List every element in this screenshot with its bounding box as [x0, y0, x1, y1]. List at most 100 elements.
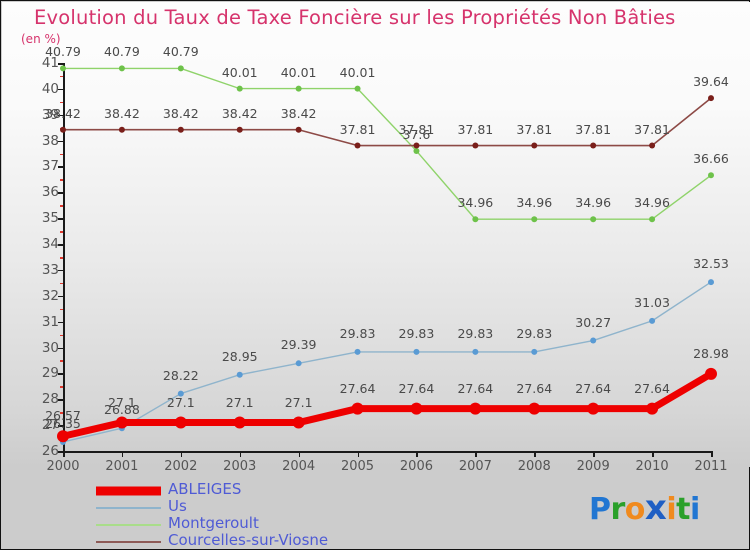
x-tick	[593, 451, 595, 457]
y-tick-minor	[59, 205, 63, 207]
data-point[interactable]	[587, 402, 600, 415]
x-tick-label: 2000	[46, 459, 80, 474]
y-tick	[58, 63, 63, 65]
data-point[interactable]	[118, 126, 125, 133]
y-tick-label: 26	[41, 443, 59, 459]
y-tick-minor	[59, 386, 63, 388]
y-tick-label: 33	[41, 261, 59, 278]
legend-swatch	[96, 540, 161, 543]
logo-letter: i	[666, 492, 677, 527]
x-tick	[652, 451, 654, 457]
y-tick	[58, 295, 63, 298]
data-point[interactable]	[531, 142, 538, 149]
y-tick-minor	[59, 179, 63, 181]
series-canvas	[57, 65, 717, 445]
data-point[interactable]	[531, 348, 538, 355]
data-point[interactable]	[413, 348, 420, 355]
data-point[interactable]	[413, 147, 420, 154]
legend: ABLEIGES Us Montgeroult Courcelles-sur-Vios…	[96, 480, 496, 550]
x-tick-label: 2003	[223, 459, 257, 474]
x-axis	[63, 451, 711, 453]
legend-label: Courcelles-sur-Viosne	[168, 531, 329, 549]
data-point[interactable]	[354, 348, 361, 355]
data-point[interactable]	[649, 317, 656, 324]
legend-item[interactable]: Us	[96, 497, 496, 516]
data-point[interactable]	[472, 142, 479, 149]
data-point[interactable]	[236, 371, 243, 378]
y-tick	[58, 192, 63, 194]
data-point[interactable]	[236, 126, 243, 133]
legend-label: Montgeroult	[168, 514, 259, 532]
y-tick-minor	[59, 257, 63, 259]
x-tick-label: 2011	[694, 459, 728, 474]
x-tick-label: 2006	[399, 459, 433, 474]
data-point[interactable]	[351, 402, 364, 415]
x-tick-label: 2005	[340, 459, 375, 474]
data-point[interactable]	[413, 142, 420, 149]
data-point[interactable]	[705, 367, 717, 380]
data-point[interactable]	[292, 416, 305, 429]
data-point[interactable]	[295, 85, 302, 92]
y-tick-label: 36	[41, 184, 59, 201]
data-point[interactable]	[472, 348, 479, 355]
data-point[interactable]	[60, 65, 66, 72]
data-point[interactable]	[590, 142, 597, 149]
data-point[interactable]	[472, 216, 479, 223]
data-point[interactable]	[646, 402, 659, 415]
data-point[interactable]	[708, 279, 714, 286]
data-point[interactable]	[233, 416, 246, 429]
legend-item[interactable]: ABLEIGES	[96, 480, 496, 499]
data-point[interactable]	[708, 172, 714, 179]
x-tick	[416, 451, 418, 457]
proxiti-logo[interactable]: Proxiti	[589, 488, 700, 528]
x-tick	[711, 451, 713, 457]
logo-letter: x	[644, 488, 667, 528]
logo-letter: r	[610, 492, 626, 527]
x-tick	[534, 451, 536, 457]
x-tick	[239, 451, 242, 457]
data-point[interactable]	[708, 95, 714, 102]
y-tick-minor	[59, 308, 63, 311]
legend-swatch	[96, 506, 161, 509]
data-point[interactable]	[295, 126, 302, 133]
series-line	[62, 97, 712, 147]
logo-letter: o	[624, 492, 646, 527]
data-point[interactable]	[57, 430, 69, 443]
data-point[interactable]	[354, 142, 361, 149]
data-point[interactable]	[236, 85, 243, 92]
y-tick-label: 32	[41, 287, 59, 304]
data-point[interactable]	[177, 65, 184, 72]
y-tick	[58, 88, 63, 91]
data-point[interactable]	[590, 216, 597, 223]
data-point[interactable]	[649, 142, 656, 149]
y-tick-minor	[59, 153, 63, 156]
legend-swatch	[96, 486, 161, 495]
data-point[interactable]	[354, 85, 361, 92]
y-tick	[58, 451, 63, 453]
data-point[interactable]	[177, 390, 184, 397]
y-tick	[58, 166, 63, 168]
y-tick-minor	[59, 412, 63, 414]
legend-item[interactable]: Montgeroult	[96, 514, 496, 533]
x-tick	[475, 451, 477, 457]
y-tick-label: 40	[41, 80, 59, 97]
data-point[interactable]	[649, 216, 656, 223]
data-point[interactable]	[590, 337, 597, 344]
y-tick	[58, 269, 63, 272]
data-point[interactable]	[118, 65, 125, 72]
legend-item[interactable]: Courcelles-sur-Viosne	[96, 531, 496, 550]
data-point[interactable]	[531, 216, 538, 223]
y-tick-label: 28	[41, 391, 59, 408]
data-point[interactable]	[469, 402, 482, 415]
data-point[interactable]	[174, 416, 187, 429]
data-point[interactable]	[410, 402, 423, 415]
data-point[interactable]	[115, 416, 128, 429]
y-tick-minor	[59, 282, 63, 285]
data-point[interactable]	[60, 126, 66, 133]
data-point[interactable]	[177, 126, 184, 133]
legend-swatch	[96, 523, 161, 526]
x-tick-label: 2009	[576, 459, 610, 474]
data-point[interactable]	[295, 360, 302, 367]
y-tick-label: 38	[41, 132, 59, 149]
data-point[interactable]	[528, 402, 541, 415]
